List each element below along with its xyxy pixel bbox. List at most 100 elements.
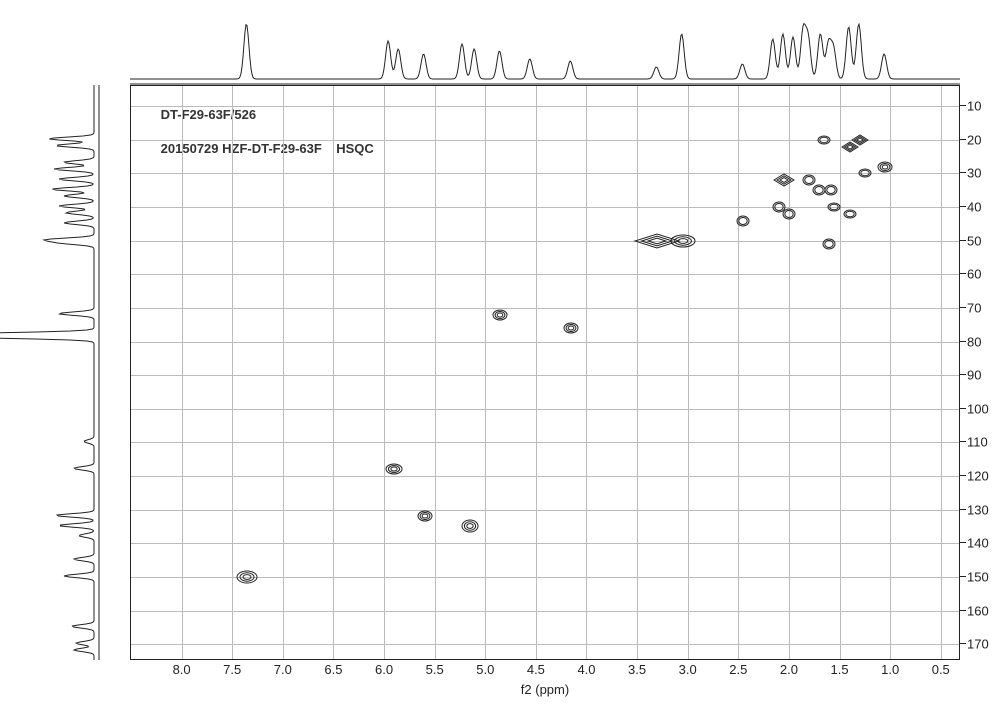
y-tick-label: 90 [967, 368, 997, 383]
grid-line-horizontal [131, 342, 959, 343]
x-tick-label: 7.5 [223, 662, 241, 677]
grid-line-vertical [182, 86, 183, 659]
y-tick-mark [960, 374, 966, 375]
x-tick-label: 5.0 [476, 662, 494, 677]
grid-line-vertical [688, 86, 689, 659]
x-tick-label: 7.0 [274, 662, 292, 677]
grid-line-vertical [536, 86, 537, 659]
y-tick-label: 150 [967, 569, 997, 584]
y-tick-label: 70 [967, 300, 997, 315]
grid-line-horizontal [131, 611, 959, 612]
y-tick-label: 80 [967, 334, 997, 349]
crosspeak [560, 319, 582, 337]
top-1h-spectrum [130, 0, 960, 85]
x-tick-label: 4.5 [527, 662, 545, 677]
y-axis-right [960, 85, 961, 660]
grid-line-vertical [333, 86, 334, 659]
title-line-1: DT-F29-63F/526 [161, 107, 256, 122]
crosspeak [848, 131, 872, 149]
y-tick-mark [960, 576, 966, 577]
crosspeak [779, 205, 799, 223]
x-tick-label: 1.5 [830, 662, 848, 677]
grid-line-vertical [435, 86, 436, 659]
y-tick-label: 50 [967, 233, 997, 248]
crosspeak [814, 132, 834, 148]
y-tick-mark [960, 441, 966, 442]
spectrum-title: DT-F29-63F/526 20150729 HZF-DT-F29-63F H… [139, 90, 374, 174]
grid-line-vertical [485, 86, 486, 659]
grid-line-horizontal [131, 173, 959, 174]
crosspeak [840, 206, 860, 222]
grid-line-vertical [840, 86, 841, 659]
crosspeak [733, 212, 753, 230]
crosspeak [233, 567, 261, 587]
crosspeak [874, 158, 896, 176]
x-tick-label: 6.0 [375, 662, 393, 677]
y-tick-label: 40 [967, 200, 997, 215]
crosspeak [821, 181, 841, 199]
y-tick-label: 160 [967, 603, 997, 618]
x-tick-label: 8.0 [173, 662, 191, 677]
y-tick-label: 130 [967, 502, 997, 517]
y-tick-mark [960, 172, 966, 173]
grid-line-horizontal [131, 140, 959, 141]
x-tick-label: 4.0 [577, 662, 595, 677]
y-tick-label: 170 [967, 637, 997, 652]
y-tick-mark [960, 509, 966, 510]
y-tick-label: 20 [967, 132, 997, 147]
crosspeak [458, 516, 482, 536]
grid-line-horizontal [131, 106, 959, 107]
hsqc-2d-plot: DT-F29-63F/526 20150729 HZF-DT-F29-63F H… [130, 85, 960, 660]
y-tick-label: 100 [967, 401, 997, 416]
y-tick-label: 60 [967, 267, 997, 282]
crosspeak [382, 460, 406, 478]
y-tick-mark [960, 240, 966, 241]
crosspeak [667, 231, 699, 251]
grid-line-horizontal [131, 308, 959, 309]
grid-line-vertical [637, 86, 638, 659]
x-tick-label: 1.0 [881, 662, 899, 677]
x-tick-label: 6.5 [324, 662, 342, 677]
grid-line-vertical [738, 86, 739, 659]
crosspeak [489, 306, 511, 324]
y-tick-label: 10 [967, 99, 997, 114]
grid-line-horizontal [131, 274, 959, 275]
x-axis-label: f2 (ppm) [521, 682, 569, 697]
left-13c-spectrum [0, 85, 100, 660]
grid-line-horizontal [131, 476, 959, 477]
y-tick-mark [960, 341, 966, 342]
y-tick-label: 140 [967, 536, 997, 551]
grid-line-vertical [941, 86, 942, 659]
y-tick-mark [960, 206, 966, 207]
x-tick-label: 0.5 [932, 662, 950, 677]
y-tick-mark [960, 643, 966, 644]
grid-line-vertical [384, 86, 385, 659]
crosspeak [414, 507, 436, 525]
y-tick-mark [960, 139, 966, 140]
y-tick-mark [960, 307, 966, 308]
grid-line-vertical [283, 86, 284, 659]
grid-line-horizontal [131, 375, 959, 376]
grid-line-horizontal [131, 409, 959, 410]
grid-line-horizontal [131, 510, 959, 511]
x-tick-label: 3.5 [628, 662, 646, 677]
x-tick-label: 3.0 [679, 662, 697, 677]
title-line-2: 20150729 HZF-DT-F29-63F HSQC [161, 141, 374, 156]
crosspeak [855, 165, 875, 181]
y-tick-mark [960, 610, 966, 611]
x-tick-label: 2.5 [729, 662, 747, 677]
y-tick-mark [960, 408, 966, 409]
y-tick-mark [960, 475, 966, 476]
grid-line-vertical [586, 86, 587, 659]
y-tick-mark [960, 542, 966, 543]
y-tick-mark [960, 105, 966, 106]
y-tick-mark [960, 273, 966, 274]
x-tick-label: 2.0 [780, 662, 798, 677]
nmr-hsqc-figure: DT-F29-63F/526 20150729 HZF-DT-F29-63F H… [0, 0, 1000, 706]
y-tick-label: 120 [967, 469, 997, 484]
grid-line-horizontal [131, 543, 959, 544]
y-tick-label: 110 [967, 435, 997, 450]
crosspeak [819, 235, 839, 253]
y-tick-label: 30 [967, 166, 997, 181]
grid-line-horizontal [131, 644, 959, 645]
